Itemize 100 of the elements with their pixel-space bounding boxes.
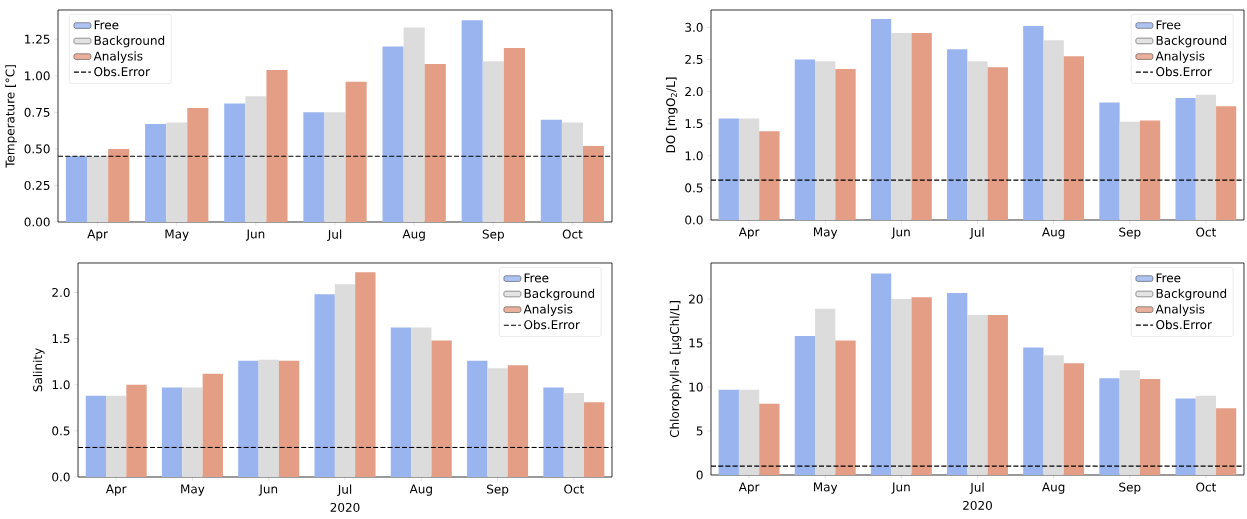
y-tick-label: 0.25	[24, 180, 50, 190]
bar	[334, 284, 356, 477]
y-tick-label: 0.75	[24, 107, 50, 117]
bar	[738, 118, 760, 220]
bar	[1175, 398, 1196, 475]
bar	[870, 18, 892, 220]
y-tick-label: 0.0	[52, 472, 70, 482]
bar	[947, 292, 968, 475]
y-tick-label: 0.0	[685, 215, 703, 225]
x-tick-label: Sep	[487, 484, 509, 496]
bar	[245, 96, 267, 222]
x-tick-label: Jun	[245, 229, 265, 241]
x-tick-label: Jun	[258, 484, 278, 496]
bar	[870, 273, 892, 475]
bar	[835, 69, 856, 220]
bar	[258, 359, 279, 477]
bar	[1023, 347, 1044, 475]
y-tick-label: 3.0	[685, 22, 703, 32]
bar	[543, 387, 564, 477]
bar	[166, 122, 188, 222]
x-tick-label: Apr	[738, 482, 760, 494]
bar	[794, 59, 816, 220]
bar	[108, 148, 130, 222]
bar	[507, 365, 529, 477]
legend-label: Analysis	[1155, 304, 1205, 316]
legend-label: Free	[524, 273, 549, 283]
bar	[303, 112, 325, 222]
bar	[1043, 355, 1064, 475]
x-tick-label: May	[813, 227, 838, 239]
bar	[1099, 378, 1120, 475]
bar	[266, 69, 288, 222]
bar	[718, 118, 739, 220]
bar	[815, 61, 836, 220]
bar	[411, 327, 432, 477]
bar	[238, 360, 259, 477]
legend-label: Obs.Error	[1156, 319, 1212, 330]
x-tick-label: Jul	[337, 484, 352, 497]
y-tick-label: 5	[696, 426, 703, 436]
x-tick-label: Oct	[1196, 482, 1217, 492]
y-tick-label: 1.0	[52, 380, 70, 390]
x-tick-label: Oct	[562, 229, 583, 239]
y-tick-label: 0	[696, 470, 703, 480]
bar	[503, 48, 525, 222]
bar	[891, 33, 912, 220]
bar	[891, 299, 912, 475]
legend-label: Free	[1156, 273, 1181, 283]
bar	[738, 389, 760, 475]
x-tick-label: Oct	[564, 484, 584, 494]
bar	[482, 61, 504, 222]
y-tick-label: 0.00	[24, 217, 50, 227]
bar	[911, 297, 932, 475]
bar	[461, 20, 483, 222]
x-tick-label: Jun	[891, 227, 910, 239]
bar	[1099, 102, 1120, 220]
legend-label: Analysis	[1155, 51, 1205, 63]
y-tick-label: 10	[689, 382, 703, 392]
legend-label: Analysis	[523, 304, 573, 316]
bar	[584, 402, 605, 477]
bar	[1119, 370, 1140, 475]
y-tick-label: 2.0	[52, 287, 70, 298]
bar	[1195, 94, 1217, 220]
x-tick-label: Aug	[402, 229, 425, 241]
bar	[403, 27, 425, 222]
bar	[182, 387, 203, 477]
x-tick-label: May	[181, 484, 205, 496]
bar	[718, 389, 739, 475]
x-tick-label: Jun	[891, 482, 910, 494]
bar	[911, 33, 932, 220]
y-axis-title: Temperature [°C]	[5, 65, 17, 168]
x-tick-label: Oct	[1196, 227, 1217, 237]
x-tick-label: May	[165, 229, 189, 241]
y-tick-label: 0.5	[52, 426, 70, 436]
x-tick-label: Sep	[482, 229, 504, 241]
bar	[324, 112, 346, 222]
x-tick-label: Jul	[327, 229, 342, 242]
x-tick-label: Aug	[1042, 227, 1065, 239]
x-tick-label: Sep	[1119, 482, 1141, 494]
bar	[224, 103, 246, 222]
x-axis-title: 2020	[963, 500, 992, 510]
bar	[345, 81, 367, 222]
bar	[967, 61, 988, 220]
x-tick-label: Apr	[738, 227, 760, 239]
legend-label: Obs.Error	[94, 66, 150, 77]
bar	[1216, 408, 1237, 475]
bar	[582, 145, 605, 222]
bar	[540, 119, 562, 222]
x-tick-label: Aug	[409, 484, 432, 496]
bar	[85, 395, 106, 477]
y-tick-label: 1.5	[685, 119, 703, 129]
bar	[390, 327, 412, 477]
bar	[759, 131, 780, 220]
legend-label: Background	[1156, 288, 1227, 301]
bar	[815, 308, 836, 475]
bar	[759, 403, 780, 475]
x-tick-label: May	[813, 482, 838, 494]
bar	[145, 124, 167, 222]
bar	[1195, 395, 1217, 475]
bar	[794, 336, 816, 475]
x-tick-label: Sep	[1119, 227, 1141, 239]
bar	[987, 67, 1008, 220]
